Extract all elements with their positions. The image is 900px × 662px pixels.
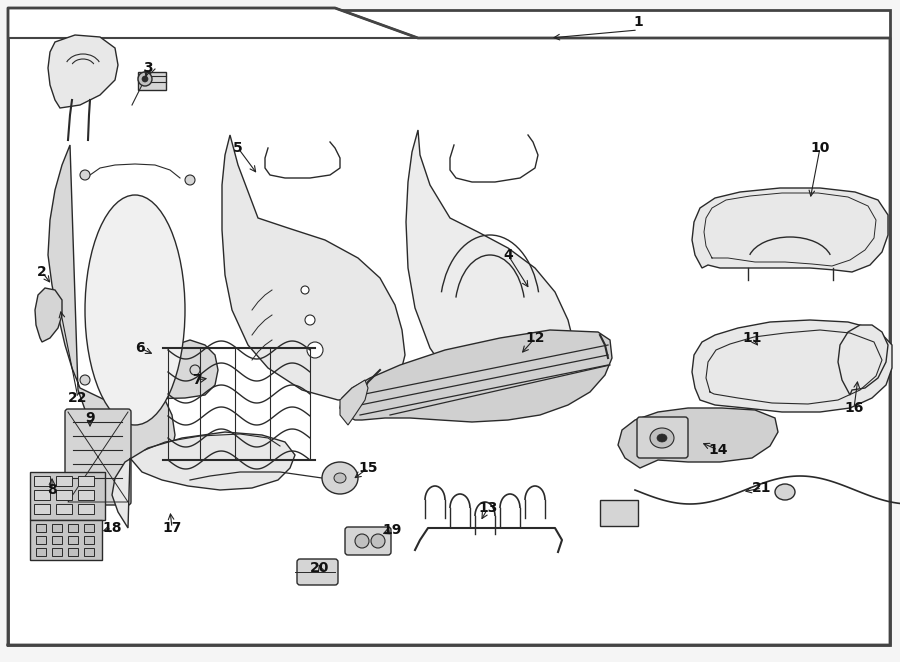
Polygon shape bbox=[112, 432, 295, 528]
Bar bbox=[52, 548, 62, 556]
Bar bbox=[34, 504, 50, 514]
Bar bbox=[52, 536, 62, 544]
Text: 21: 21 bbox=[752, 481, 772, 495]
Text: 12: 12 bbox=[526, 331, 544, 345]
Text: 6: 6 bbox=[135, 341, 145, 355]
Ellipse shape bbox=[307, 342, 323, 358]
Text: 3: 3 bbox=[143, 61, 153, 75]
Text: 13: 13 bbox=[478, 501, 498, 515]
Text: 17: 17 bbox=[162, 521, 182, 535]
Polygon shape bbox=[340, 330, 612, 422]
Bar bbox=[36, 548, 46, 556]
Text: 1: 1 bbox=[633, 15, 643, 29]
Polygon shape bbox=[838, 325, 888, 395]
FancyBboxPatch shape bbox=[297, 559, 338, 585]
FancyBboxPatch shape bbox=[637, 417, 688, 458]
Text: 8: 8 bbox=[47, 483, 57, 497]
Ellipse shape bbox=[355, 534, 369, 548]
Bar bbox=[36, 536, 46, 544]
Text: 11: 11 bbox=[742, 331, 761, 345]
Text: 2: 2 bbox=[37, 265, 47, 279]
Bar bbox=[84, 524, 94, 532]
Bar bbox=[68, 536, 78, 544]
Text: 19: 19 bbox=[382, 523, 401, 537]
Ellipse shape bbox=[301, 286, 309, 294]
Ellipse shape bbox=[657, 434, 667, 442]
Polygon shape bbox=[406, 130, 578, 415]
Text: 20: 20 bbox=[310, 561, 329, 575]
Ellipse shape bbox=[305, 315, 315, 325]
Text: 16: 16 bbox=[844, 401, 864, 415]
Ellipse shape bbox=[85, 195, 185, 425]
Text: 22: 22 bbox=[68, 391, 88, 405]
Bar bbox=[68, 524, 78, 532]
Bar bbox=[68, 548, 78, 556]
Polygon shape bbox=[8, 8, 418, 38]
Bar bbox=[78, 476, 94, 486]
Polygon shape bbox=[618, 408, 778, 468]
Polygon shape bbox=[48, 145, 218, 465]
Text: 15: 15 bbox=[358, 461, 378, 475]
Bar bbox=[84, 548, 94, 556]
Bar bbox=[36, 524, 46, 532]
Bar bbox=[56, 476, 72, 486]
Text: 10: 10 bbox=[810, 141, 830, 155]
Bar bbox=[600, 500, 638, 526]
Ellipse shape bbox=[80, 170, 90, 180]
Text: 14: 14 bbox=[708, 443, 728, 457]
FancyBboxPatch shape bbox=[345, 527, 391, 555]
Ellipse shape bbox=[190, 365, 200, 375]
Ellipse shape bbox=[650, 428, 674, 448]
Text: 9: 9 bbox=[86, 411, 94, 425]
FancyBboxPatch shape bbox=[65, 409, 131, 505]
Ellipse shape bbox=[322, 462, 358, 494]
Text: 5: 5 bbox=[233, 141, 243, 155]
Bar bbox=[56, 504, 72, 514]
Polygon shape bbox=[692, 188, 888, 272]
Polygon shape bbox=[35, 288, 62, 342]
Ellipse shape bbox=[138, 72, 152, 86]
Bar bbox=[78, 490, 94, 500]
Text: 7: 7 bbox=[193, 373, 202, 387]
Text: 4: 4 bbox=[503, 248, 513, 262]
Bar bbox=[52, 524, 62, 532]
Ellipse shape bbox=[334, 473, 346, 483]
Bar bbox=[78, 504, 94, 514]
Bar bbox=[34, 476, 50, 486]
Bar bbox=[30, 472, 105, 520]
Bar bbox=[138, 72, 166, 90]
Ellipse shape bbox=[371, 534, 385, 548]
Polygon shape bbox=[48, 35, 118, 108]
Ellipse shape bbox=[80, 375, 90, 385]
Ellipse shape bbox=[775, 484, 795, 500]
Polygon shape bbox=[222, 135, 405, 400]
Bar bbox=[56, 490, 72, 500]
Polygon shape bbox=[692, 320, 892, 412]
Text: 18: 18 bbox=[103, 521, 122, 535]
Bar bbox=[34, 490, 50, 500]
Bar bbox=[30, 520, 102, 560]
Ellipse shape bbox=[142, 76, 148, 82]
Polygon shape bbox=[340, 380, 368, 425]
Ellipse shape bbox=[185, 175, 195, 185]
Bar bbox=[84, 536, 94, 544]
